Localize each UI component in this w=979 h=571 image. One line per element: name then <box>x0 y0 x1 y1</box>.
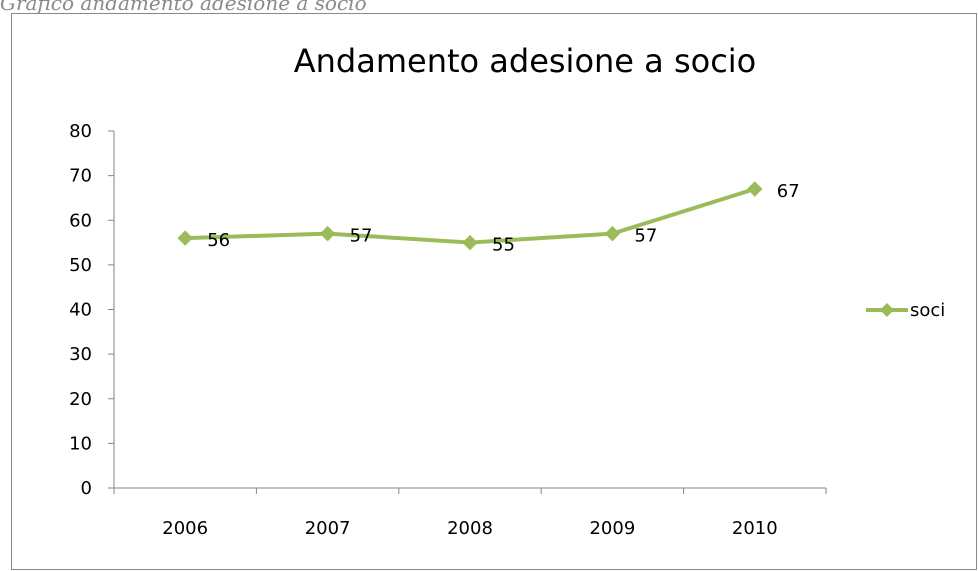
axes: 0 10 20 30 40 50 60 70 80 2006 2007 2008 2009 2010 <box>69 121 827 539</box>
data-label: 67 <box>777 181 800 202</box>
y-tick-label: 60 <box>69 210 92 231</box>
y-tick-label: 10 <box>69 433 92 454</box>
legend-marker <box>880 303 894 317</box>
data-label: 57 <box>634 226 657 247</box>
x-tick-label: 2006 <box>162 518 208 539</box>
series-line <box>185 187 756 245</box>
data-label: 56 <box>207 230 230 251</box>
data-point-marker <box>462 234 478 251</box>
chart-title: Andamento adesione a socio <box>294 42 757 80</box>
y-tick-label: 20 <box>69 389 92 410</box>
x-tick-label: 2007 <box>305 518 351 539</box>
data-point-marker <box>319 225 336 242</box>
y-tick-label: 80 <box>69 121 92 142</box>
y-tick-label: 70 <box>69 166 92 187</box>
figure-caption: Grafico andamento adesione a socio <box>0 0 367 15</box>
y-tick-label: 0 <box>81 478 92 499</box>
series-layer: 56 57 55 57 67 <box>177 181 800 256</box>
y-tick-label: 40 <box>69 300 92 321</box>
x-tick-label: 2009 <box>589 518 635 539</box>
y-tick-label: 30 <box>69 344 92 365</box>
chart-frame <box>11 13 977 570</box>
data-label: 55 <box>492 235 515 256</box>
data-point-marker <box>747 181 763 197</box>
x-tick-label: 2010 <box>732 518 778 539</box>
x-tick-label: 2008 <box>447 518 493 539</box>
data-label: 57 <box>350 226 373 247</box>
data-point-marker <box>604 225 621 242</box>
y-tick-label: 50 <box>69 255 92 276</box>
data-point-marker <box>177 230 193 246</box>
legend: soci <box>866 300 945 321</box>
legend-label: soci <box>910 300 945 321</box>
